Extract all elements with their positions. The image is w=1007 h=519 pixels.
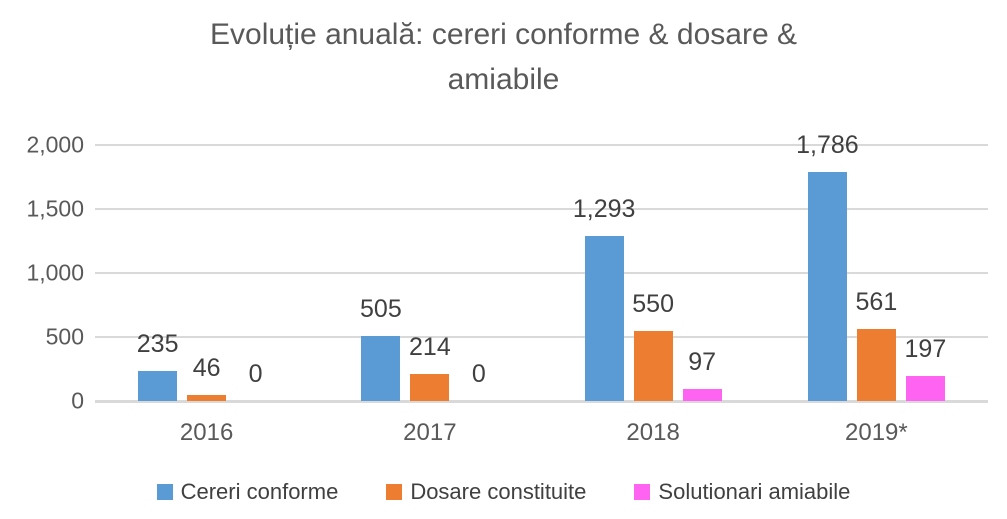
bar-slot: 1,293 — [573, 195, 635, 401]
data-label: 550 — [632, 289, 674, 318]
legend-swatch — [386, 484, 403, 500]
bar-cereri-conforme — [361, 336, 401, 401]
category-group: 505 214 0 — [318, 145, 541, 401]
bar-dosare-constituite — [187, 395, 227, 401]
bar-solutionari-amiabile — [682, 388, 722, 401]
data-label: 235 — [136, 329, 179, 358]
y-tick-label: 1,500 — [26, 195, 84, 222]
legend-item: Cereri conforme — [156, 479, 339, 505]
data-label: 561 — [855, 288, 898, 317]
data-label: 0 — [471, 360, 486, 388]
chart-title: Evoluție anuală: cereri conforme & dosar… — [210, 18, 797, 96]
legend-label: Cereri conforme — [180, 479, 339, 504]
bar-slot: 97 — [682, 348, 722, 401]
y-tick-label: 0 — [71, 387, 84, 414]
data-label: 1,786 — [796, 131, 859, 160]
legend: Cereri conforme Dosare constituite Solutio… — [0, 479, 1007, 505]
data-label: 505 — [360, 295, 402, 324]
legend-label: Solutionari amiabile — [658, 479, 851, 504]
gridline — [95, 272, 988, 274]
category-group: 1,786 561 197 — [765, 131, 988, 401]
x-axis-labels: 2016 2017 2018 2019* — [95, 419, 988, 447]
bar-slot: 1,786 — [796, 131, 859, 401]
legend-item: Solutionari amiabile — [634, 479, 850, 505]
gridline — [95, 336, 988, 338]
gridline — [95, 144, 988, 146]
x-tick-label: 2019* — [845, 419, 908, 446]
y-tick-label: 2,000 — [26, 131, 84, 158]
data-label: 214 — [409, 332, 451, 361]
bar-solutionari-amiabile — [905, 375, 945, 401]
x-tick-label: 2018 — [626, 419, 680, 446]
legend-swatch — [156, 484, 173, 500]
data-label: 197 — [904, 334, 947, 363]
bar-slot: 561 — [856, 288, 897, 401]
y-tick-label: 500 — [45, 323, 84, 350]
bar-dosare-constituite — [856, 329, 896, 401]
bar-dosare-constituite — [633, 330, 673, 401]
bar-slot: 505 — [360, 295, 402, 401]
y-axis-labels: 0 500 1,000 1,500 2,000 — [0, 0, 84, 519]
x-tick-label: 2017 — [403, 419, 457, 446]
plot-area: 235 46 0 505 214 0 1,293 550 97 1,786 561 197 2016 2… — [95, 131, 988, 446]
data-label: 97 — [688, 347, 717, 376]
bar-slot: 550 — [632, 290, 674, 401]
bar-cereri-conforme — [584, 235, 624, 401]
data-label: 46 — [192, 354, 221, 383]
bar-slot: 46 — [187, 354, 227, 401]
y-tick-label: 1,000 — [26, 259, 84, 286]
legend-label: Dosare constituite — [410, 479, 587, 504]
legend-item: Dosare constituite — [386, 479, 586, 505]
bar-slot: 235 — [137, 330, 178, 401]
x-axis-line — [95, 400, 988, 403]
bar-dosare-constituite — [410, 373, 450, 401]
category-group: 1,293 550 97 — [542, 145, 765, 401]
bar-cereri-conforme — [807, 172, 847, 401]
data-label: 1,293 — [572, 194, 636, 223]
category-group: 235 46 0 — [95, 145, 318, 401]
gridline — [95, 208, 988, 210]
bar-slot: 214 — [409, 333, 451, 401]
bar-slot: 197 — [905, 335, 946, 401]
bar-groups: 235 46 0 505 214 0 1,293 550 97 1,786 561 197 — [95, 131, 988, 401]
bar-cereri-conforme — [138, 370, 178, 401]
legend-swatch — [634, 484, 651, 500]
data-label: 0 — [248, 360, 263, 388]
x-tick-label: 2016 — [179, 419, 234, 446]
